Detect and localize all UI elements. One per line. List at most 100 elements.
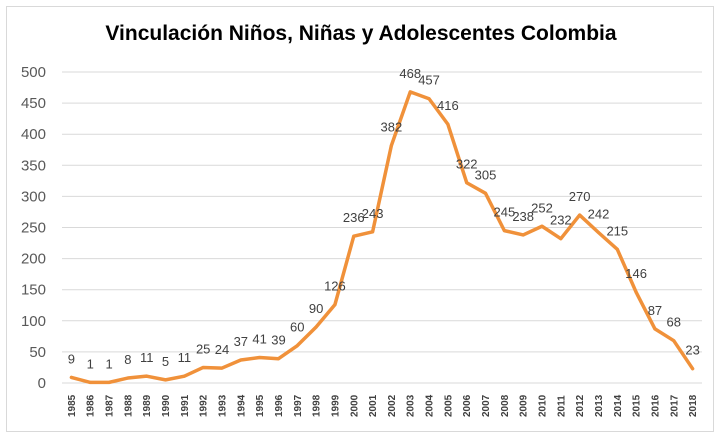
data-label: 236	[343, 210, 365, 225]
data-label: 5	[162, 354, 169, 369]
data-point	[540, 224, 544, 228]
data-point	[220, 366, 224, 370]
data-label: 68	[667, 315, 681, 330]
x-tick-label: 1990	[161, 394, 172, 417]
data-label: 305	[475, 167, 497, 182]
y-tick-label: 250	[21, 220, 46, 237]
x-tick-label: 1989	[142, 394, 153, 417]
data-point	[258, 355, 262, 359]
data-label: 39	[271, 333, 285, 348]
data-point	[389, 143, 393, 147]
data-label: 1	[105, 356, 112, 371]
x-tick-label: 2009	[519, 394, 530, 417]
data-label: 243	[362, 206, 384, 221]
x-tick-label: 2015	[632, 394, 643, 417]
x-tick-label: 2013	[594, 394, 605, 417]
data-label: 242	[588, 206, 610, 221]
data-label: 87	[648, 303, 662, 318]
data-point	[371, 230, 375, 234]
data-point	[446, 122, 450, 126]
y-tick-label: 400	[21, 126, 46, 143]
x-tick-label: 1985	[67, 394, 78, 417]
y-tick-label: 150	[21, 282, 46, 299]
x-tick-label: 2003	[406, 394, 417, 417]
data-point	[182, 374, 186, 378]
x-tick-label: 1997	[293, 394, 304, 417]
data-point	[408, 90, 412, 94]
data-point	[107, 380, 111, 384]
data-point	[314, 325, 318, 329]
y-axis-ticks: 0 50 100 150 200 250 300 350 400 450 500	[21, 64, 46, 392]
data-label: 457	[418, 73, 440, 88]
data-point	[559, 237, 563, 241]
data-label: 1	[87, 356, 94, 371]
data-point	[276, 357, 280, 361]
x-tick-label: 1991	[180, 394, 191, 417]
x-tick-label: 2001	[368, 394, 379, 417]
x-tick-label: 2016	[650, 394, 661, 417]
y-tick-label: 100	[21, 313, 46, 330]
x-tick-label: 2007	[481, 394, 492, 417]
x-tick-label: 2000	[349, 394, 360, 417]
data-point	[484, 191, 488, 195]
data-point	[615, 247, 619, 251]
x-tick-label: 2011	[556, 395, 567, 417]
x-tick-label: 2008	[500, 394, 511, 417]
data-point	[691, 367, 695, 371]
x-tick-label: 2006	[462, 394, 473, 417]
data-point	[88, 380, 92, 384]
data-label: 232	[550, 213, 572, 228]
x-tick-label: 2002	[387, 394, 398, 417]
x-axis-ticks: 1985 1986 1987 1988 1989 1990 1991 1992 1993 1994…	[67, 394, 699, 417]
y-tick-label: 50	[29, 344, 46, 361]
data-label: 11	[178, 350, 192, 365]
data-label: 322	[456, 157, 478, 172]
data-point	[295, 344, 299, 348]
x-tick-label: 1988	[123, 394, 134, 417]
data-label: 245	[494, 205, 516, 220]
x-tick-label: 2018	[688, 394, 699, 417]
data-label: 90	[309, 301, 323, 316]
x-tick-label: 1996	[274, 394, 285, 417]
chart-frame	[6, 6, 714, 432]
y-tick-label: 500	[21, 64, 46, 81]
data-label: 8	[124, 352, 131, 367]
y-tick-label: 350	[21, 157, 46, 174]
x-tick-label: 2014	[613, 394, 624, 417]
x-tick-label: 1986	[86, 394, 97, 417]
y-tick-label: 0	[38, 375, 46, 392]
y-tick-label: 300	[21, 188, 46, 205]
data-label: 252	[531, 200, 553, 215]
data-label: 41	[252, 331, 266, 346]
x-tick-label: 2005	[443, 394, 454, 417]
data-point	[653, 327, 657, 331]
data-label: 215	[606, 223, 628, 238]
data-point	[164, 378, 168, 382]
data-point	[201, 365, 205, 369]
y-tick-label: 450	[21, 95, 46, 112]
data-point	[596, 230, 600, 234]
x-tick-label: 2010	[538, 394, 549, 417]
x-tick-label: 1993	[218, 394, 229, 417]
chart-title: Vinculación Niños, Niñas y Adolescentes …	[105, 22, 617, 45]
x-tick-label: 1999	[330, 394, 341, 417]
data-label: 146	[625, 266, 647, 281]
data-label: 24	[215, 342, 229, 357]
data-label: 238	[512, 209, 534, 224]
x-tick-label: 2017	[669, 394, 680, 417]
x-tick-label: 2004	[425, 394, 436, 417]
series-line	[69, 90, 695, 385]
data-point	[239, 358, 243, 362]
data-point	[69, 375, 73, 379]
data-label: 25	[196, 341, 210, 356]
data-label: 270	[569, 189, 591, 204]
data-label: 416	[437, 98, 459, 113]
data-point	[126, 376, 130, 380]
data-label: 23	[685, 343, 699, 358]
data-point	[502, 229, 506, 233]
data-label: 9	[68, 351, 75, 366]
x-tick-label: 1992	[199, 394, 210, 417]
data-label: 60	[290, 320, 304, 335]
data-label: 382	[381, 119, 403, 134]
